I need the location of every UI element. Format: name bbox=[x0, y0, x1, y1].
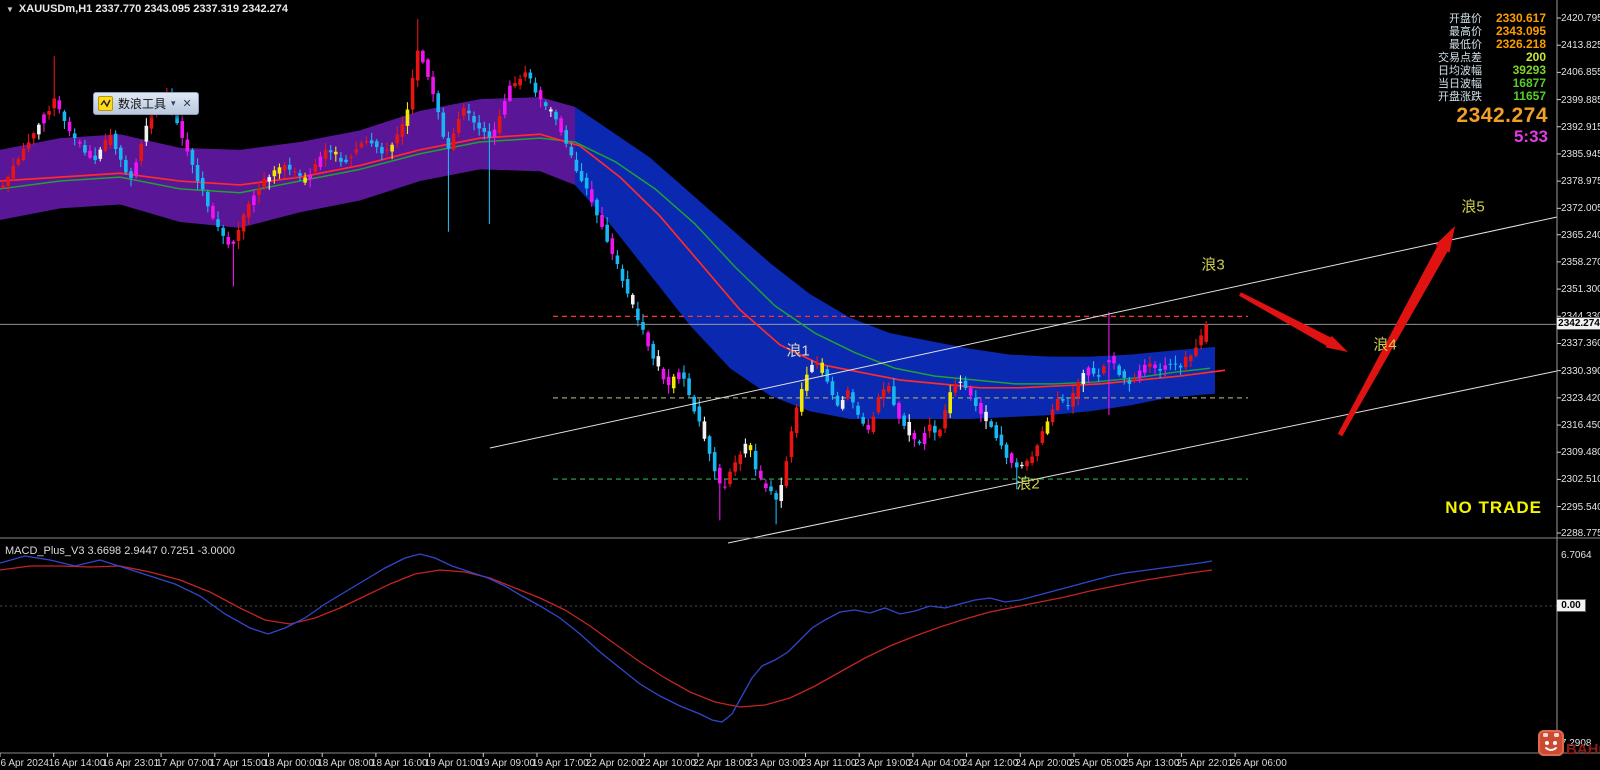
time-axis-tick: 22 Apr 10:00 bbox=[639, 758, 697, 769]
time-axis-tick: 24 Apr 20:00 bbox=[1015, 758, 1073, 769]
price-axis-tick: 2295.540 bbox=[1561, 501, 1600, 513]
price-axis-tick: 2337.360 bbox=[1561, 338, 1600, 350]
time-axis-tick: 26 Apr 06:00 bbox=[1230, 758, 1287, 769]
info-value: 2343.095 bbox=[1495, 24, 1546, 38]
wave-label: 浪4 bbox=[1373, 336, 1397, 354]
info-label: 最高价 bbox=[1449, 26, 1482, 38]
info-row: 开盘价 2330.617 bbox=[1438, 11, 1546, 26]
price-axis-tick: 2323.420 bbox=[1561, 392, 1600, 404]
time-axis-tick: 23 Apr 11:00 bbox=[800, 758, 857, 769]
moving-averages bbox=[0, 133, 1226, 389]
price-axis-tick: 2288.775 bbox=[1561, 528, 1600, 539]
price-axis-tick: 2330.390 bbox=[1561, 365, 1600, 377]
price-axis-tick: 2365.240 bbox=[1561, 229, 1600, 241]
candle-countdown-timer: 5:33 bbox=[1513, 127, 1548, 146]
time-axis-tick: 17 Apr 15:00 bbox=[209, 758, 267, 769]
time-axis-tick: 16 Apr 2024 bbox=[0, 758, 49, 769]
info-row: 交易点差 200 bbox=[1438, 50, 1546, 65]
time-axis-tick: 16 Apr 23:01 bbox=[102, 758, 160, 769]
no-trade-note: NO TRADE bbox=[1445, 498, 1542, 517]
time-axis-tick: 18 Apr 08:00 bbox=[317, 758, 374, 769]
watermark-text: BAHub bbox=[1566, 741, 1600, 758]
info-label: 开盘涨跌 bbox=[1438, 91, 1482, 103]
symbol-text: XAUUSDm,H1 2337.770 2343.095 2337.319 23… bbox=[18, 3, 289, 15]
info-value: 2330.617 bbox=[1495, 11, 1546, 25]
info-value: 11657 bbox=[1513, 89, 1546, 103]
time-axis-tick: 25 Apr 22:01 bbox=[1176, 758, 1234, 769]
info-label: 当日波幅 bbox=[1438, 78, 1482, 90]
info-label: 开盘价 bbox=[1449, 13, 1482, 25]
wave-label: 浪5 bbox=[1461, 198, 1485, 216]
symbol-ohlc-line: ▼ XAUUSDm,H1 2337.770 2343.095 2337.319 2… bbox=[6, 3, 288, 15]
macd-zero-box: 0.00 bbox=[1556, 599, 1586, 612]
price-axis-tick: 2385.945 bbox=[1561, 148, 1600, 160]
price-axis-tick: 2351.300 bbox=[1561, 284, 1600, 296]
time-axis-tick: 25 Apr 05:00 bbox=[1069, 758, 1126, 769]
volatility-band bbox=[0, 97, 1215, 419]
candles-layer bbox=[1, 19, 1208, 525]
time-axis-tick: 22 Apr 02:00 bbox=[585, 758, 643, 769]
price-axis-tick: 2378.975 bbox=[1561, 176, 1600, 188]
info-label: 最低价 bbox=[1449, 39, 1482, 51]
info-value: 200 bbox=[1525, 50, 1546, 64]
time-axis-tick: 17 Apr 07:00 bbox=[156, 758, 213, 769]
current-price-box: 2342.274 bbox=[1556, 317, 1600, 331]
close-icon[interactable]: ✕ bbox=[182, 98, 192, 110]
wave-label: 浪3 bbox=[1201, 256, 1225, 274]
time-axis-tick: 18 Apr 16:00 bbox=[370, 758, 428, 769]
macd-signal-line bbox=[0, 565, 1213, 708]
info-label: 日均波幅 bbox=[1438, 65, 1482, 77]
current-price-display: 2342.274 bbox=[1456, 104, 1548, 127]
price-axis-tick: 2372.005 bbox=[1561, 203, 1600, 215]
time-axis-tick: 25 Apr 13:00 bbox=[1122, 758, 1180, 769]
time-axis-tick: 19 Apr 17:00 bbox=[532, 758, 589, 769]
chevron-down-icon[interactable]: ▼ bbox=[6, 5, 14, 14]
market-info-panel: 开盘价 2330.617 最高价 2343.095 最低价 2326.218 交易点差 200… bbox=[1438, 11, 1546, 104]
wave-tool-window[interactable]: 数浪工具 ▾ ✕ bbox=[93, 92, 199, 115]
direction-arrows bbox=[1239, 226, 1455, 437]
macd-axis-min: -17.2908 bbox=[1552, 738, 1592, 749]
price-axis-tick: 2302.510 bbox=[1561, 474, 1600, 486]
time-axis-tick: 23 Apr 03:00 bbox=[746, 758, 804, 769]
trend-channel-lines bbox=[489, 216, 1558, 544]
price-axis-tick: 2406.855 bbox=[1561, 67, 1600, 79]
time-axis-tick: 24 Apr 04:00 bbox=[907, 758, 965, 769]
price-axis-tick: 2316.450 bbox=[1561, 420, 1600, 432]
time-axis-tick: 22 Apr 18:00 bbox=[693, 758, 750, 769]
price-axis-tick: 2392.915 bbox=[1561, 121, 1600, 133]
time-axis-tick: 24 Apr 12:00 bbox=[961, 758, 1019, 769]
info-value: 2326.218 bbox=[1495, 37, 1546, 51]
info-label: 交易点差 bbox=[1438, 52, 1482, 64]
info-row: 当日波幅 16877 bbox=[1438, 76, 1546, 91]
price-axis-tick: 2358.270 bbox=[1561, 256, 1600, 268]
info-row: 开盘涨跌 11657 bbox=[1438, 89, 1546, 104]
wave-label: 浪1 bbox=[786, 342, 810, 360]
price-axis-tick: 2399.885 bbox=[1561, 94, 1600, 106]
time-axis-tick: 19 Apr 09:00 bbox=[478, 758, 536, 769]
wave-tool-title: 数浪工具 bbox=[118, 97, 167, 111]
time-axis-tick: 18 Apr 00:00 bbox=[263, 758, 321, 769]
info-value: 39293 bbox=[1512, 63, 1546, 77]
chevron-down-icon[interactable]: ▾ bbox=[171, 98, 176, 108]
wave-tool-icon bbox=[98, 96, 113, 111]
macd-axis-max: 6.7064 bbox=[1561, 550, 1592, 561]
time-axis-tick: 19 Apr 01:00 bbox=[424, 758, 482, 769]
macd-indicator-label: MACD_Plus_V3 3.6698 2.9447 0.7251 -3.000… bbox=[5, 545, 235, 557]
price-axis-tick: 2309.480 bbox=[1561, 447, 1600, 459]
price-axis-tick: 2344.330 bbox=[1561, 311, 1600, 322]
info-value: 16877 bbox=[1512, 76, 1546, 90]
price-axis-tick: 2420.795 bbox=[1561, 13, 1600, 24]
info-row: 最低价 2326.218 bbox=[1438, 37, 1546, 52]
watermark-logo-icon bbox=[1538, 730, 1564, 756]
macd-panel bbox=[0, 537, 1600, 754]
price-axis-tick: 2413.825 bbox=[1561, 40, 1600, 52]
time-axis-tick: 16 Apr 14:00 bbox=[48, 758, 106, 769]
info-row: 最高价 2343.095 bbox=[1438, 24, 1546, 39]
time-axis-tick: 23 Apr 19:00 bbox=[854, 758, 911, 769]
macd-main-line bbox=[0, 553, 1213, 723]
info-row: 日均波幅 39293 bbox=[1438, 63, 1546, 78]
wave-label: 浪2 bbox=[1016, 475, 1040, 493]
